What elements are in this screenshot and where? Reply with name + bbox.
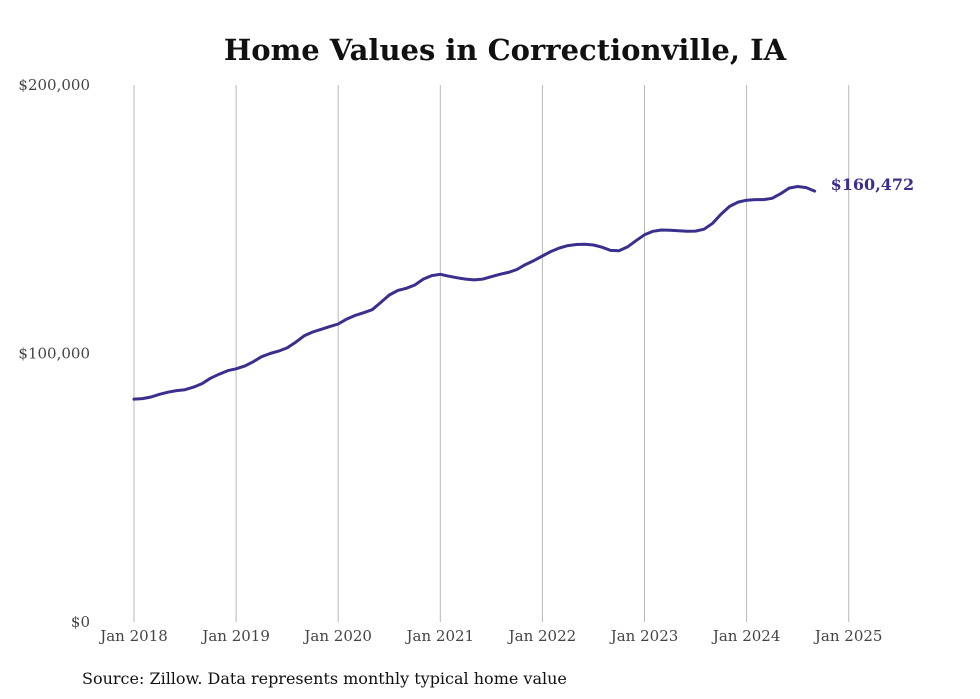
x-tick-label: Jan 2020 [302,627,372,645]
source-note: Source: Zillow. Data represents monthly … [82,669,567,688]
x-tick-label: Jan 2025 [813,627,883,645]
x-tick-label: Jan 2018 [98,627,168,645]
x-axis-ticks: Jan 2018 Jan 2019 Jan 2020 Jan 2021 Jan 2022… [98,627,882,645]
x-tick-label: Jan 2019 [200,627,270,645]
y-axis-ticks: $0 $100,000 $200,000 [18,76,90,631]
x-tick-label: Jan 2022 [507,627,577,645]
x-tick-label: Jan 2021 [405,627,475,645]
series-line-home-value [132,185,817,401]
y-tick-label: $100,000 [18,345,90,363]
end-value-label: $160,472 [831,175,915,194]
vertical-gridlines [133,85,850,622]
y-tick-label: $200,000 [18,76,90,94]
x-tick-label: Jan 2024 [711,627,781,645]
x-tick-label: Jan 2023 [609,627,679,645]
y-tick-label: $0 [71,613,90,631]
chart-title: Home Values in Correctionville, IA [224,33,787,67]
